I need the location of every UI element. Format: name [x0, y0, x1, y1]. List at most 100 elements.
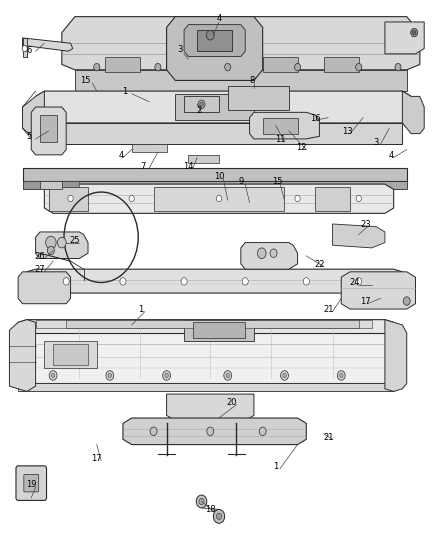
- Circle shape: [283, 373, 286, 377]
- Text: 9: 9: [238, 177, 244, 187]
- Circle shape: [47, 246, 54, 255]
- Polygon shape: [27, 269, 403, 293]
- Polygon shape: [62, 17, 420, 70]
- Polygon shape: [184, 56, 219, 72]
- Circle shape: [294, 63, 300, 71]
- Circle shape: [155, 63, 161, 71]
- Circle shape: [63, 278, 69, 285]
- Circle shape: [181, 278, 187, 285]
- Text: 12: 12: [296, 143, 306, 152]
- Circle shape: [413, 30, 416, 35]
- Text: 4: 4: [118, 151, 124, 160]
- Polygon shape: [53, 344, 88, 365]
- Text: 21: 21: [323, 433, 333, 442]
- Circle shape: [411, 28, 418, 37]
- Polygon shape: [324, 56, 359, 72]
- Circle shape: [224, 370, 232, 380]
- Polygon shape: [44, 123, 403, 144]
- Polygon shape: [184, 96, 219, 112]
- Circle shape: [356, 195, 361, 201]
- Polygon shape: [10, 320, 35, 391]
- Polygon shape: [22, 168, 407, 181]
- Text: 27: 27: [35, 265, 45, 274]
- Circle shape: [356, 63, 362, 71]
- Circle shape: [200, 102, 203, 107]
- Text: 6: 6: [26, 46, 32, 55]
- Circle shape: [46, 236, 56, 249]
- Text: 10: 10: [214, 172, 224, 181]
- Text: 24: 24: [349, 278, 360, 287]
- Polygon shape: [228, 86, 289, 110]
- Circle shape: [295, 195, 300, 201]
- Circle shape: [94, 63, 100, 71]
- Polygon shape: [241, 243, 297, 269]
- FancyBboxPatch shape: [16, 466, 46, 500]
- Circle shape: [213, 510, 225, 523]
- Polygon shape: [175, 94, 254, 120]
- Circle shape: [49, 370, 57, 380]
- Circle shape: [339, 373, 343, 377]
- Polygon shape: [22, 38, 73, 51]
- Text: 4: 4: [389, 151, 394, 160]
- Polygon shape: [49, 187, 88, 211]
- FancyBboxPatch shape: [24, 474, 39, 492]
- Circle shape: [68, 195, 73, 201]
- Text: 17: 17: [92, 454, 102, 463]
- Circle shape: [165, 373, 168, 377]
- Circle shape: [395, 63, 401, 71]
- Text: 14: 14: [183, 161, 194, 171]
- Polygon shape: [40, 115, 57, 142]
- Circle shape: [270, 249, 277, 257]
- Polygon shape: [66, 320, 359, 328]
- Polygon shape: [18, 383, 394, 391]
- Text: 25: 25: [70, 236, 80, 245]
- Polygon shape: [166, 394, 254, 423]
- Text: 18: 18: [205, 505, 215, 514]
- Circle shape: [129, 195, 134, 201]
- Text: 26: 26: [35, 252, 45, 261]
- Polygon shape: [250, 112, 319, 139]
- Circle shape: [106, 370, 114, 380]
- Polygon shape: [263, 56, 297, 72]
- Polygon shape: [22, 91, 44, 144]
- Circle shape: [198, 100, 205, 109]
- Circle shape: [150, 427, 157, 435]
- Text: 1: 1: [273, 462, 279, 471]
- Polygon shape: [315, 187, 350, 211]
- Polygon shape: [44, 184, 394, 213]
- Polygon shape: [35, 91, 411, 123]
- Circle shape: [303, 278, 309, 285]
- Circle shape: [403, 297, 410, 305]
- Circle shape: [196, 495, 207, 508]
- Text: 1: 1: [123, 87, 128, 96]
- Polygon shape: [106, 56, 141, 72]
- Circle shape: [162, 370, 170, 380]
- Polygon shape: [75, 70, 407, 91]
- Text: 21: 21: [323, 305, 333, 314]
- Polygon shape: [385, 22, 424, 54]
- Text: 16: 16: [310, 114, 320, 123]
- Circle shape: [216, 513, 222, 520]
- Circle shape: [206, 30, 214, 40]
- Text: 11: 11: [275, 135, 286, 144]
- Circle shape: [199, 498, 204, 505]
- Circle shape: [51, 373, 55, 377]
- Polygon shape: [188, 155, 219, 163]
- Circle shape: [108, 373, 112, 377]
- Text: 22: 22: [314, 260, 325, 269]
- Circle shape: [337, 370, 345, 380]
- Polygon shape: [35, 232, 88, 259]
- Text: 5: 5: [26, 132, 32, 141]
- Polygon shape: [385, 320, 407, 391]
- Circle shape: [216, 195, 222, 201]
- Polygon shape: [341, 272, 416, 309]
- Text: 8: 8: [249, 76, 254, 85]
- Circle shape: [242, 278, 248, 285]
- Polygon shape: [332, 224, 385, 248]
- Text: 4: 4: [216, 14, 222, 23]
- Text: 3: 3: [177, 45, 182, 54]
- Circle shape: [226, 373, 230, 377]
- Text: 15: 15: [272, 177, 283, 187]
- Polygon shape: [22, 38, 27, 56]
- Circle shape: [258, 248, 266, 259]
